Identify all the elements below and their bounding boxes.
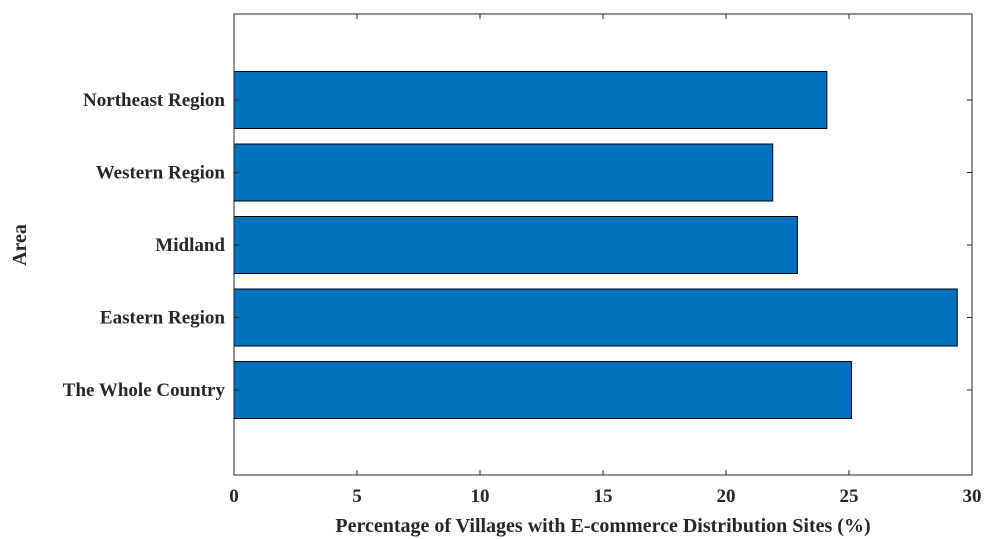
x-axis-ticks: 0 5 10 15 20 25 30 (229, 14, 982, 507)
y-tick-label: Western Region (96, 163, 226, 184)
x-tick-label: 25 (840, 486, 859, 507)
bars-group (233, 71, 958, 419)
x-axis-title: Percentage of Villages with E-commerce D… (335, 515, 870, 537)
bar-western-region (233, 143, 774, 202)
bar-eastern-region (233, 288, 958, 347)
bar-midland (233, 216, 798, 274)
x-tick-label: 5 (352, 486, 362, 507)
bar-northeast-region (233, 71, 828, 129)
x-tick-label: 10 (471, 486, 490, 507)
y-tick-label: Eastern Region (100, 308, 226, 329)
y-axis-ticks: The Whole Country Eastern Region Midland We… (63, 90, 972, 401)
y-tick-label: Northeast Region (83, 90, 225, 111)
x-tick-label: 0 (229, 486, 239, 507)
y-tick-label: Midland (155, 235, 225, 256)
bar-the-whole-country (233, 361, 852, 419)
y-tick-label: The Whole Country (63, 380, 226, 401)
x-tick-label: 20 (717, 486, 736, 507)
y-axis-title: Area (9, 224, 31, 266)
x-tick-label: 30 (963, 486, 982, 507)
x-tick-label: 15 (594, 486, 613, 507)
